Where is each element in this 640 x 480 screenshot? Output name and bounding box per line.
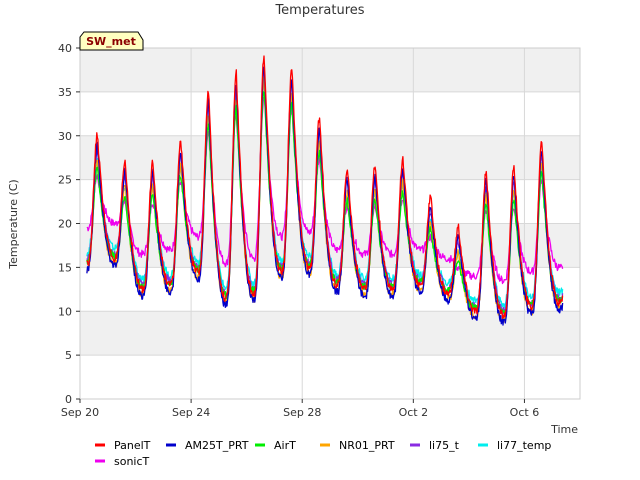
- legend-label: AirT: [274, 439, 296, 452]
- plot-background: [80, 48, 580, 399]
- legend-label: NR01_PRT: [339, 439, 395, 452]
- x-tick-label: Sep 24: [172, 406, 210, 419]
- plot-band: [80, 48, 580, 92]
- y-tick-label: 30: [58, 130, 72, 143]
- y-axis-ticks: 0 5 10 15 20 25 30 35 40: [58, 42, 80, 406]
- series-line-panelt: [86, 55, 564, 320]
- x-tick-label: Oct 6: [510, 406, 540, 419]
- station-badge: SW_met: [79, 31, 144, 51]
- legend-label: li75_t: [429, 439, 460, 452]
- x-axis-ticks: Sep 20 Sep 24 Sep 28 Oct 2 Oct 6: [61, 399, 539, 419]
- plot-band: [80, 135, 580, 180]
- badge-label: SW_met: [86, 35, 136, 48]
- y-axis-label: Temperature (C): [7, 179, 20, 269]
- legend: PanelT AM25T_PRT AirT NR01_PRT li75_t li77_te…: [95, 439, 551, 468]
- y-tick-label: 25: [58, 174, 72, 187]
- y-tick-label: 15: [58, 261, 72, 274]
- plot-band: [80, 91, 580, 136]
- legend-label: AM25T_PRT: [185, 439, 249, 452]
- plot-band: [80, 311, 580, 356]
- chart-title: Temperatures: [274, 3, 364, 18]
- y-tick-label: 40: [58, 42, 72, 55]
- y-tick-label: 5: [65, 349, 72, 362]
- y-tick-label: 0: [65, 393, 72, 406]
- badge-shape: [79, 31, 144, 51]
- y-tick-label: 20: [58, 218, 72, 231]
- x-tick-label: Sep 28: [283, 406, 321, 419]
- legend-label: sonicT: [114, 455, 150, 468]
- x-tick-label: Sep 20: [61, 406, 99, 419]
- x-axis-label: Time: [550, 423, 578, 436]
- plot-band: [80, 355, 580, 399]
- plot-band: [80, 179, 580, 224]
- y-tick-label: 35: [58, 86, 72, 99]
- legend-label: li77_temp: [497, 439, 551, 452]
- series-layer: [86, 55, 564, 326]
- y-tick-label: 10: [58, 305, 72, 318]
- legend-label: PanelT: [114, 439, 151, 452]
- x-tick-label: Oct 2: [399, 406, 429, 419]
